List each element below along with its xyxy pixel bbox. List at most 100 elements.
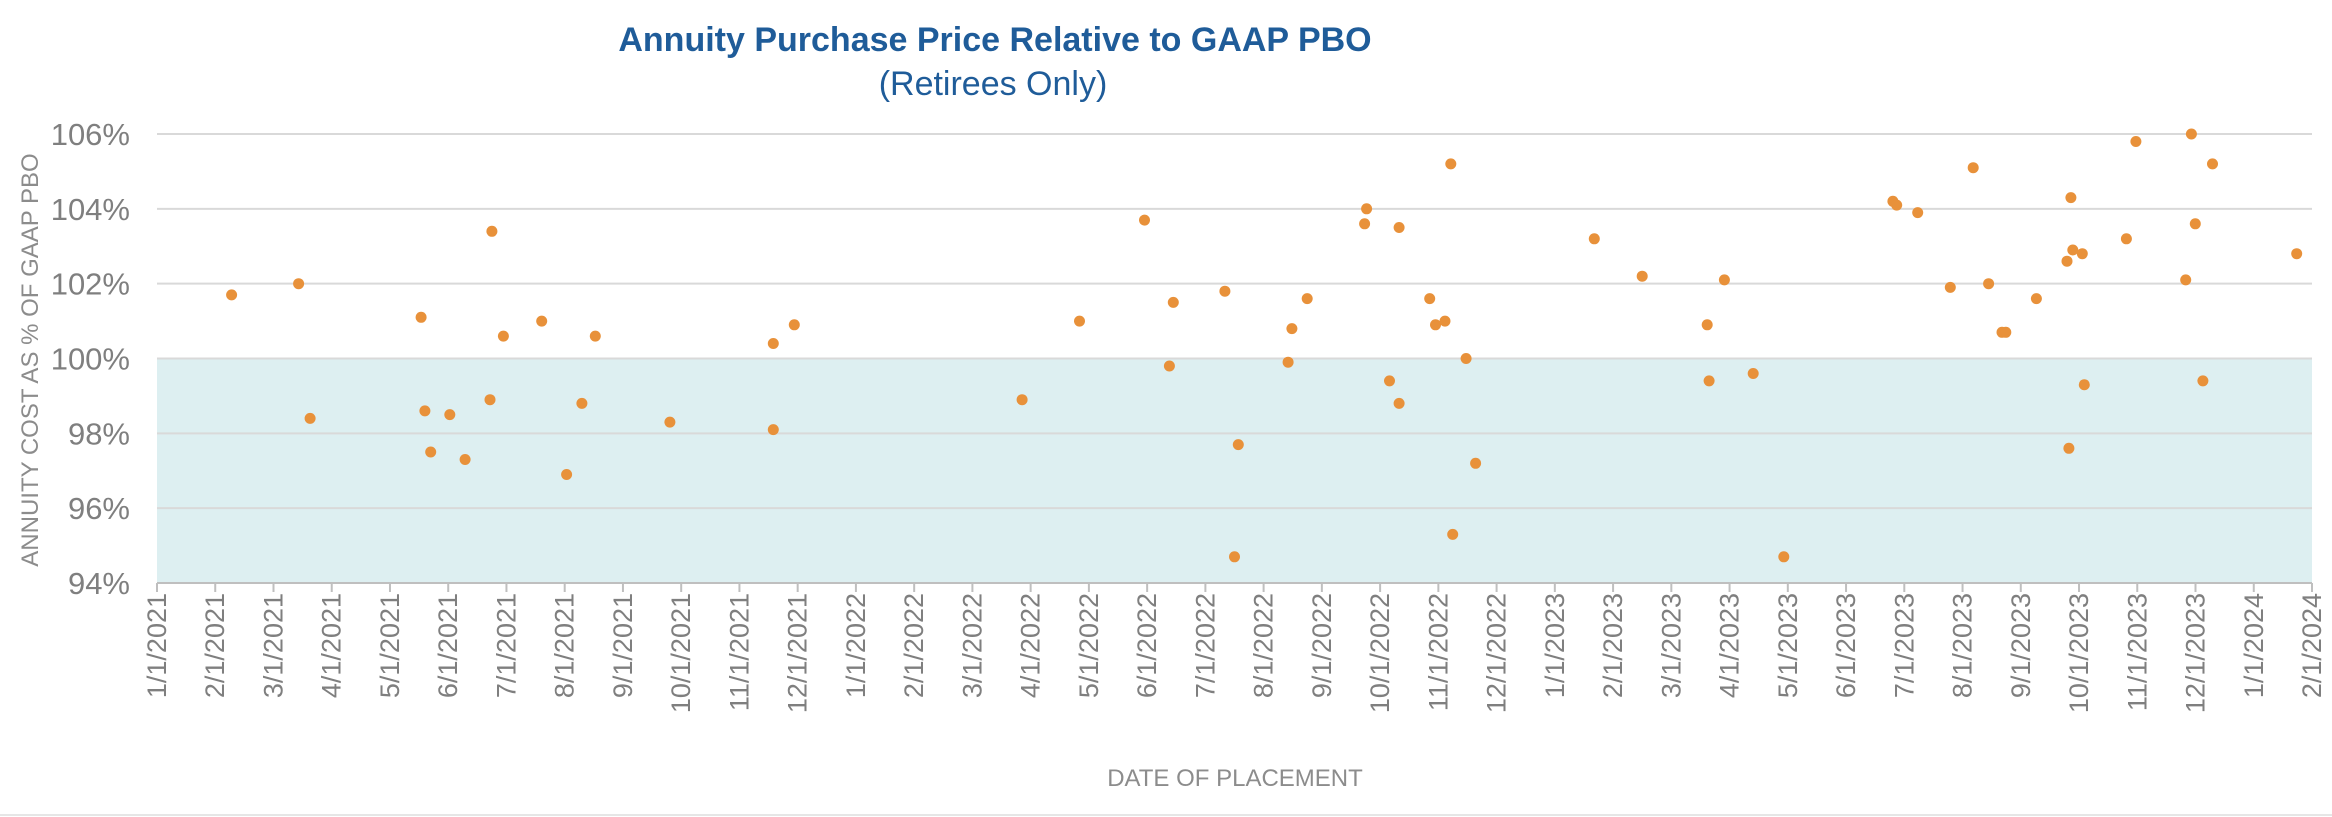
data-point [2180,274,2192,286]
data-point [1944,281,1956,293]
data-point [1747,368,1759,379]
x-tick-label: 12/1/2022 [1482,593,1512,713]
data-point [2185,128,2197,140]
x-tick-label: 9/1/2022 [1307,593,1337,698]
data-point [1778,551,1790,563]
data-point [419,405,431,417]
x-tick-label: 6/1/2022 [1132,593,1162,698]
data-point [1167,296,1179,308]
data-point [664,416,676,428]
data-point [589,330,601,342]
x-tick-label: 3/1/2022 [957,593,987,698]
x-tick-label: 11/1/2022 [1423,593,1453,711]
x-tick-label: 9/1/2023 [2006,593,2036,698]
x-tick-label: 8/1/2023 [1948,593,1978,698]
data-point [767,338,779,349]
data-point [536,315,548,327]
data-point [2291,248,2303,260]
x-tick-label: 5/1/2022 [1074,593,1104,698]
x-tick-label: 8/1/2021 [550,593,580,698]
data-point [2120,233,2132,245]
data-point [1163,360,1175,372]
y-tick-label: 102% [51,267,130,302]
x-tick-label: 10/1/2021 [666,593,696,713]
data-point [304,412,316,424]
data-point [425,446,437,458]
data-point [561,469,573,480]
data-point [2076,248,2088,260]
x-tick-label: 2/1/2022 [899,593,929,698]
x-tick-label: 10/1/2023 [2064,593,2094,713]
data-points [226,128,2303,563]
data-point [444,409,456,421]
data-point [1430,319,1441,331]
data-point [2078,379,2090,391]
data-point [1139,214,1150,226]
x-tick-label: 2/1/2023 [1598,593,1628,698]
x-tick-label: 7/1/2021 [491,593,521,698]
data-point [2130,136,2142,147]
data-point [2207,158,2218,170]
x-tick-label: 1/1/2021 [142,593,172,698]
data-point [576,397,588,409]
y-tick-label: 94% [68,566,130,601]
x-tick-label: 12/1/2023 [2181,593,2211,713]
data-point [2061,255,2073,267]
x-tick-label: 5/1/2023 [1773,593,1803,698]
x-tick-label: 6/1/2023 [1831,593,1861,698]
data-point [1424,293,1436,305]
y-tick-label: 104% [51,192,130,227]
data-point [2189,218,2201,230]
chart-title: Annuity Purchase Price Relative to GAAP … [618,21,1371,59]
data-point [1074,315,1085,327]
data-point [1361,203,1373,215]
x-tick-label: 2/1/2021 [200,593,230,698]
y-tick-label: 96% [68,491,130,526]
data-point [1445,158,1457,170]
data-point [1636,270,1648,282]
data-point [1983,278,1995,290]
data-point [1229,551,1240,563]
data-point [1232,439,1244,451]
data-point [1439,315,1451,327]
data-point [2065,192,2077,204]
data-point [788,319,800,331]
x-tick-label: 11/1/2023 [2122,593,2152,711]
y-tick-label: 106% [51,117,130,152]
chart-subtitle: (Retirees Only) [879,65,1108,103]
x-tick-label: 4/1/2021 [317,593,347,698]
data-point [1286,323,1298,335]
data-point [2067,244,2079,256]
x-tick-label: 11/1/2021 [724,593,754,711]
x-tick-label: 3/1/2023 [1656,593,1686,698]
data-point [1912,207,1924,219]
x-tick-label: 8/1/2022 [1249,593,1279,698]
data-point [2000,326,2012,338]
x-tick-label: 12/1/2021 [783,593,813,713]
data-point [2197,375,2209,387]
data-point [486,225,498,237]
data-point [1891,199,1903,211]
x-axis-label: DATE OF PLACEMENT [1107,765,1363,792]
data-point [1282,356,1294,368]
x-tick-label: 7/1/2022 [1190,593,1220,698]
data-point [1588,233,1600,245]
x-axis-ticks: 1/1/2021 2/1/2021 3/1/2021 4/1/2021 5/1/2021… [142,583,2327,713]
data-point [1447,528,1459,540]
data-point [1301,293,1313,305]
data-point [1460,353,1472,364]
x-tick-label: 6/1/2021 [433,593,463,698]
data-point [1701,319,1713,331]
data-point [415,311,427,323]
data-point [459,454,471,465]
data-point [1384,375,1395,387]
y-tick-label: 98% [68,416,130,451]
data-point [293,278,305,290]
data-point [1016,394,1028,406]
data-point [1718,274,1730,286]
data-point [1359,218,1371,230]
data-point [226,289,238,301]
data-point [484,394,496,406]
y-axis-ticks: 94% 96% 98% 100% 102% 104% 106% [51,117,130,601]
data-point [1393,397,1405,409]
